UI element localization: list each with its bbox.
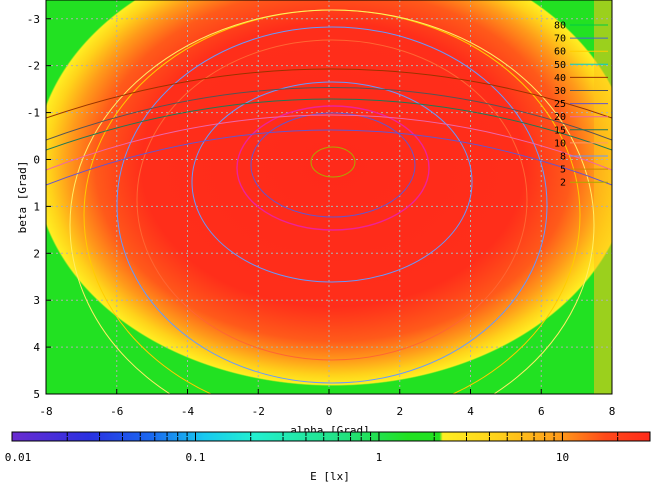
y-axis-label: beta [Grad] <box>16 161 29 234</box>
contour-top-3 <box>46 98 612 151</box>
y-tick-label: 1 <box>33 200 40 213</box>
legend-entry-label: 80 <box>554 21 566 32</box>
contour-middle-ring-2 <box>136 39 528 361</box>
legend-entry-label: 70 <box>554 34 566 45</box>
y-axis-ticks: -3 -2 -1 0 1 2 3 4 5 <box>27 13 51 401</box>
colorbar-tick-label: 0.1 <box>186 451 206 464</box>
x-tick-label: 8 <box>609 405 616 418</box>
legend-entry-label: 50 <box>554 60 566 71</box>
legend-entry-label: 5 <box>560 165 566 176</box>
x-tick-label: -8 <box>39 405 52 418</box>
y-tick-label: 5 <box>33 388 40 401</box>
contour-legend: 80 70 60 50 40 30 25 20 15 10 8 5 2 <box>554 21 608 189</box>
contour-outer-ring <box>116 26 548 384</box>
contour-outer-ring-3 <box>69 9 595 394</box>
legend-entry-label: 15 <box>554 125 566 136</box>
colorbar-tick-label: 1 <box>376 451 383 464</box>
y-tick-label: 2 <box>33 247 40 260</box>
y-tick-label: 3 <box>33 294 40 307</box>
legend-entry-label: 8 <box>560 152 566 163</box>
y-tick-label: -3 <box>27 13 40 26</box>
colorbar-ticks: 0.01 0.1 1 10 <box>5 432 651 464</box>
contour-lines <box>46 9 612 394</box>
x-tick-label: -2 <box>252 405 265 418</box>
y-tick-label: -2 <box>27 60 40 73</box>
x-axis-ticks: -8 -6 -4 -2 0 2 4 6 8 <box>39 389 615 418</box>
legend-entry-label: 2 <box>560 178 566 189</box>
contour-middle-ring <box>191 81 473 283</box>
legend-entry-label: 30 <box>554 86 566 97</box>
x-tick-label: -6 <box>110 405 123 418</box>
contour-center <box>310 146 356 178</box>
legend-entry-label: 25 <box>554 99 566 110</box>
heatmap-right-edge <box>594 0 612 394</box>
grid-layer <box>46 0 612 394</box>
x-tick-label: 6 <box>538 405 545 418</box>
legend-entry-label: 10 <box>554 138 566 149</box>
x-tick-label: -4 <box>181 405 195 418</box>
contour-inner-ring <box>250 112 416 218</box>
contour-inner-ring-2 <box>236 105 430 231</box>
legend-entry-label: 20 <box>554 112 566 123</box>
x-tick-label: 0 <box>326 405 333 418</box>
legend-entry-label: 60 <box>554 47 566 58</box>
colorbar-tick-label: 10 <box>556 451 569 464</box>
y-tick-label: -1 <box>27 107 40 120</box>
contour-top-1 <box>46 68 612 119</box>
y-tick-label: 0 <box>33 153 40 166</box>
x-tick-label: 2 <box>396 405 403 418</box>
contour-top-4 <box>46 114 612 171</box>
x-tick-label: 4 <box>467 405 474 418</box>
colorbar-label: E [lx] <box>310 470 350 483</box>
colorbar-tick-label: 0.01 <box>5 451 32 464</box>
contour-top-5 <box>46 129 612 186</box>
legend-entry-label: 40 <box>554 73 566 84</box>
y-tick-label: 4 <box>33 341 40 354</box>
contour-top-2 <box>46 87 612 141</box>
